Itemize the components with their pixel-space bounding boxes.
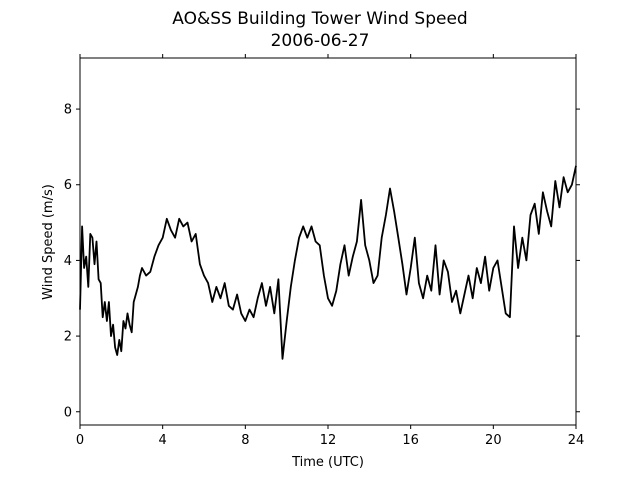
y-tick-label: 2 bbox=[64, 330, 72, 345]
y-tick-label: 8 bbox=[64, 103, 72, 118]
x-tick-label: 0 bbox=[76, 433, 84, 448]
x-tick-label: 4 bbox=[159, 433, 167, 448]
x-tick-label: 16 bbox=[402, 433, 419, 448]
y-tick-label: 6 bbox=[64, 178, 72, 193]
y-tick-label: 4 bbox=[64, 254, 72, 269]
chart-subtitle: 2006-06-27 bbox=[271, 31, 370, 51]
chart-title: AO&SS Building Tower Wind Speed bbox=[172, 9, 467, 29]
y-tick-label: 0 bbox=[64, 405, 72, 420]
x-tick-label: 20 bbox=[485, 433, 502, 448]
plot-area bbox=[79, 165, 577, 360]
x-tick-label: 24 bbox=[568, 433, 585, 448]
x-axis-label: Time (UTC) bbox=[291, 455, 364, 470]
x-tick-label: 8 bbox=[241, 433, 249, 448]
y-axis-ticks: 0 2 4 6 8 bbox=[64, 103, 580, 420]
wind-speed-line bbox=[79, 165, 577, 360]
x-axis-ticks: 0 4 8 12 16 20 24 bbox=[76, 54, 584, 448]
y-axis-label: Wind Speed (m/s) bbox=[41, 184, 56, 300]
x-tick-label: 12 bbox=[320, 433, 337, 448]
